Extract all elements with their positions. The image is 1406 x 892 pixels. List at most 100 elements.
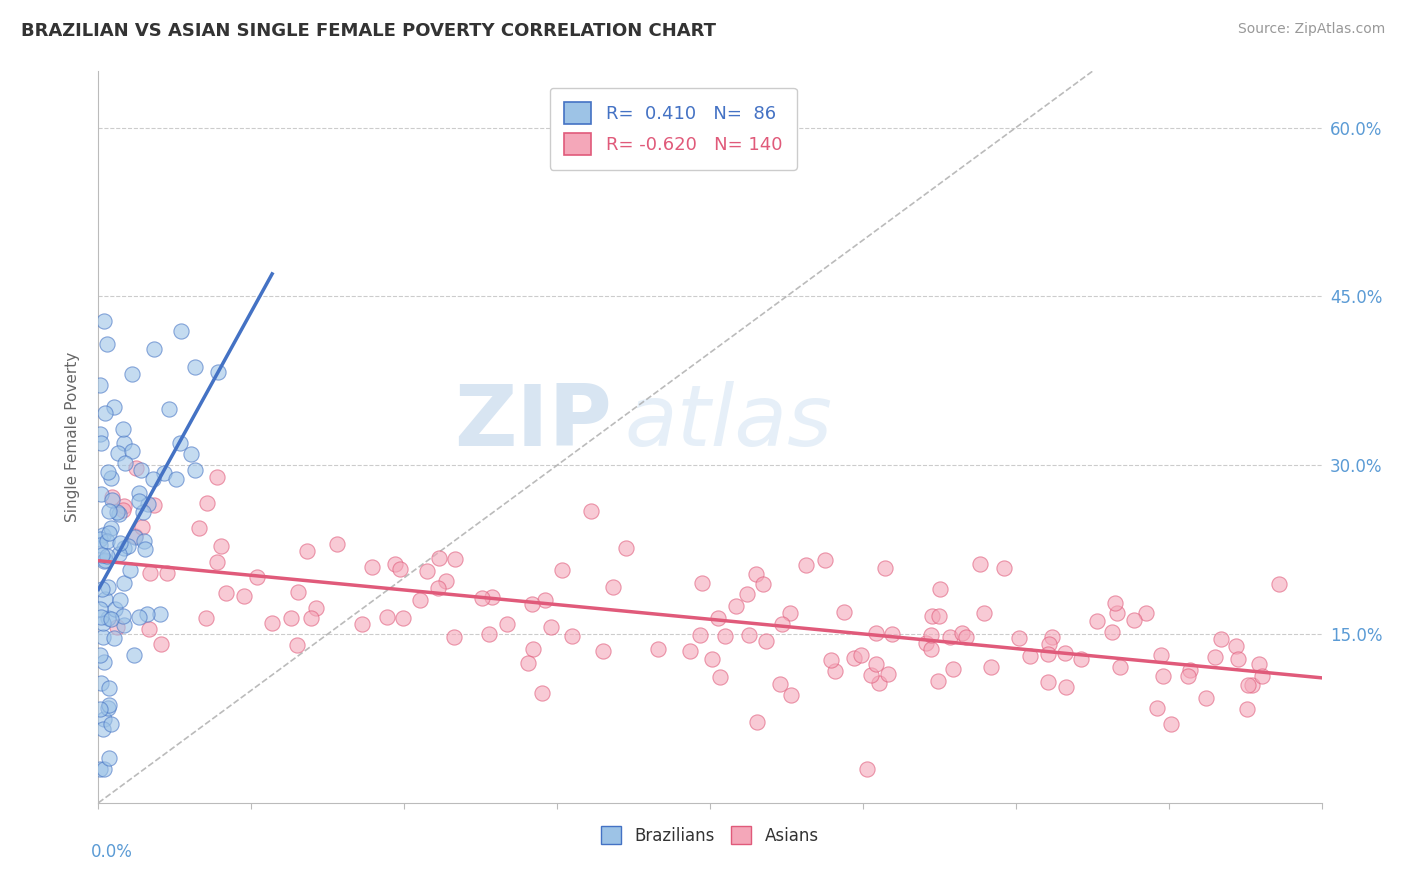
Point: [91, 616, 114, 631]
Point: [522, 642, 544, 657]
Point: [375, 609, 398, 624]
Point: [104, 602, 127, 616]
Point: [679, 644, 702, 658]
Point: [427, 551, 450, 566]
Point: [1150, 648, 1173, 663]
Point: [98, 526, 121, 541]
Point: [814, 552, 837, 566]
Point: [97, 580, 120, 594]
Point: [91, 528, 114, 542]
Point: [194, 610, 217, 624]
Text: 0.0%: 0.0%: [91, 843, 132, 861]
Point: [1054, 681, 1077, 695]
Point: [89, 702, 111, 716]
Point: [915, 635, 938, 649]
Point: [1105, 606, 1128, 620]
Point: [131, 519, 153, 533]
Point: [207, 365, 229, 379]
Point: [794, 558, 817, 572]
Point: [91, 630, 114, 644]
Point: [859, 668, 882, 682]
Point: [132, 505, 155, 519]
Point: [820, 652, 842, 666]
Point: [1204, 650, 1226, 665]
Point: [90, 435, 112, 450]
Point: [100, 612, 122, 626]
Point: [215, 586, 238, 600]
Point: [128, 494, 150, 508]
Point: [973, 606, 995, 620]
Point: [690, 575, 713, 590]
Point: [614, 541, 637, 555]
Point: [724, 599, 747, 613]
Point: [384, 557, 406, 571]
Point: [89, 377, 111, 392]
Point: [755, 634, 778, 648]
Point: [128, 485, 150, 500]
Point: [195, 496, 218, 510]
Point: [1268, 577, 1291, 591]
Point: [96, 549, 118, 563]
Point: [495, 617, 517, 632]
Point: [112, 503, 135, 517]
Point: [1122, 613, 1144, 627]
Point: [93, 762, 115, 776]
Point: [188, 521, 211, 535]
Point: [416, 564, 439, 578]
Point: [1104, 596, 1126, 610]
Point: [100, 521, 122, 535]
Point: [326, 537, 349, 551]
Point: [955, 630, 977, 644]
Point: [90, 675, 112, 690]
Point: [561, 629, 583, 643]
Point: [877, 666, 900, 681]
Point: [143, 499, 166, 513]
Point: [533, 593, 555, 607]
Point: [942, 662, 965, 676]
Point: [1019, 649, 1042, 664]
Point: [149, 607, 172, 621]
Point: [124, 529, 146, 543]
Point: [165, 472, 187, 486]
Point: [149, 637, 172, 651]
Point: [530, 686, 553, 700]
Point: [98, 698, 121, 713]
Text: BRAZILIAN VS ASIAN SINGLE FEMALE POVERTY CORRELATION CHART: BRAZILIAN VS ASIAN SINGLE FEMALE POVERTY…: [21, 22, 716, 40]
Point: [1135, 606, 1157, 620]
Point: [96, 533, 118, 548]
Point: [1177, 669, 1199, 683]
Point: [89, 762, 111, 776]
Point: [124, 530, 146, 544]
Point: [768, 677, 790, 691]
Point: [120, 563, 142, 577]
Point: [1178, 663, 1201, 677]
Point: [700, 652, 723, 666]
Point: [388, 561, 411, 575]
Point: [108, 508, 131, 522]
Point: [121, 443, 143, 458]
Point: [426, 581, 449, 595]
Point: [93, 655, 115, 669]
Point: [360, 560, 382, 574]
Point: [444, 552, 467, 566]
Point: [779, 607, 801, 621]
Point: [1160, 716, 1182, 731]
Point: [1225, 640, 1247, 654]
Point: [107, 446, 129, 460]
Point: [112, 435, 135, 450]
Point: [97, 701, 120, 715]
Point: [824, 664, 846, 678]
Point: [780, 688, 803, 702]
Point: [865, 626, 887, 640]
Legend: Brazilians, Asians: Brazilians, Asians: [593, 818, 827, 853]
Point: [209, 539, 232, 553]
Point: [1209, 632, 1232, 646]
Point: [142, 342, 165, 356]
Point: [93, 406, 115, 420]
Point: [89, 532, 111, 546]
Point: [882, 627, 904, 641]
Point: [1240, 677, 1263, 691]
Point: [481, 590, 503, 604]
Point: [993, 561, 1015, 575]
Point: [180, 447, 202, 461]
